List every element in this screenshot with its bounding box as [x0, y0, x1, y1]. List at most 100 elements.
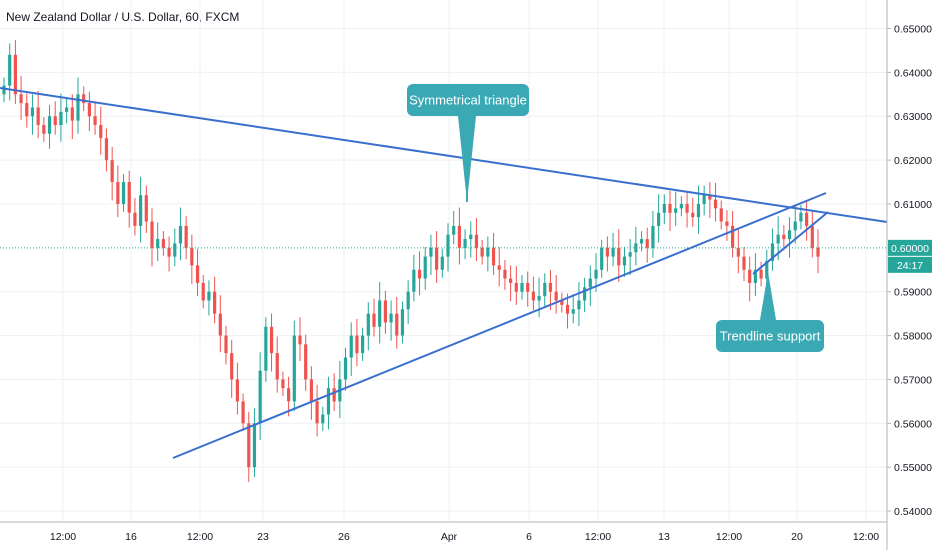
- candle-body: [713, 199, 718, 209]
- candle-body: [2, 85, 6, 95]
- symmetrical-triangle-callout: Symmetrical triangle: [407, 84, 529, 202]
- candle-body: [645, 239, 649, 248]
- candle-body: [782, 234, 786, 240]
- candle-body: [583, 287, 587, 301]
- candle-body: [480, 247, 484, 257]
- x-tick-label: 12:00: [716, 531, 742, 543]
- candle-body: [121, 182, 126, 204]
- x-tick-label: 16: [125, 531, 137, 543]
- candle-body: [195, 265, 200, 283]
- candle-body: [13, 54, 17, 95]
- candle-body: [440, 256, 444, 270]
- candle-body: [173, 243, 177, 257]
- candle-body: [600, 247, 604, 270]
- candle-body: [674, 208, 678, 213]
- candle-body: [178, 225, 183, 244]
- candle-body: [372, 313, 376, 327]
- candle-body: [588, 278, 592, 288]
- x-tick-label: Apr: [441, 531, 458, 543]
- candle-body: [469, 234, 473, 240]
- candle-body: [19, 94, 23, 104]
- candle-body: [457, 225, 461, 248]
- candle-body: [361, 335, 365, 354]
- candle-body: [144, 195, 148, 222]
- candle-body: [571, 309, 575, 314]
- candle-body: [639, 239, 644, 244]
- symmetrical-triangle-callout-text: Symmetrical triangle: [409, 93, 527, 108]
- candle-body: [622, 256, 627, 266]
- candle-body: [662, 203, 666, 213]
- candle-body: [503, 269, 507, 279]
- y-tick-label: 0.59000: [894, 287, 932, 299]
- trendline-support-callout: Trendline support: [716, 272, 824, 352]
- candle-body: [70, 107, 74, 121]
- candle-body: [76, 94, 80, 121]
- callout-layer: Symmetrical triangle Trendline support: [407, 84, 824, 352]
- candle-body: [463, 239, 467, 248]
- candle-body: [417, 269, 422, 279]
- x-tick-label: 20: [791, 531, 803, 543]
- candle-body: [281, 379, 285, 389]
- candle-body: [509, 278, 513, 283]
- candle-body: [799, 212, 803, 222]
- candle-body: [406, 291, 410, 310]
- upper-trendline: [0, 87, 888, 223]
- candle-body: [167, 247, 171, 257]
- candle-body: [531, 291, 535, 301]
- candle-body: [275, 353, 279, 380]
- candle-body: [810, 225, 814, 248]
- candle-body: [343, 357, 348, 380]
- candle-body: [628, 252, 632, 257]
- candle-body: [742, 256, 746, 270]
- candle-body: [65, 107, 69, 112]
- candle-body: [486, 247, 490, 257]
- candle-body: [53, 116, 57, 126]
- candle-body: [110, 160, 114, 183]
- candle-body: [269, 326, 274, 354]
- candle-body: [230, 353, 234, 380]
- candle-body: [315, 401, 319, 424]
- candle-body: [560, 300, 564, 305]
- candle-body: [765, 261, 769, 279]
- y-tick-label: 0.63000: [894, 111, 932, 123]
- candle-body: [247, 423, 251, 468]
- x-tick-label: 12:00: [187, 531, 213, 543]
- candle-body: [207, 291, 211, 301]
- candle-body: [395, 313, 399, 336]
- candle-body: [116, 182, 120, 204]
- candle-body: [304, 344, 308, 380]
- candle-body: [520, 282, 524, 292]
- candle-body: [651, 225, 655, 248]
- candle-body: [679, 203, 683, 209]
- candle-body: [36, 107, 40, 126]
- candle-body: [161, 239, 165, 248]
- candle-body: [412, 269, 416, 292]
- candle-body: [497, 265, 501, 270]
- candle-body: [793, 221, 797, 231]
- candle-body: [309, 379, 313, 402]
- candle-body: [332, 388, 336, 402]
- candle-body: [657, 212, 661, 226]
- candle-body: [213, 291, 217, 314]
- candle-body: [235, 379, 239, 402]
- short-support-trendline: [752, 211, 829, 275]
- candle-body: [8, 54, 12, 86]
- trendline-support-callout-tail: [760, 272, 776, 320]
- candle-body: [99, 125, 103, 139]
- candle-body: [201, 282, 205, 301]
- x-tick-label: 12:00: [50, 531, 76, 543]
- candle-body: [719, 208, 723, 222]
- candle-body: [287, 388, 291, 402]
- y-tick-label: 0.54000: [894, 506, 932, 518]
- candle-body: [42, 125, 46, 134]
- candle-body: [554, 291, 558, 301]
- candle-body: [349, 335, 353, 358]
- candle-body: [446, 234, 450, 257]
- y-tick-label: 0.61000: [894, 199, 932, 211]
- candle-body: [429, 247, 433, 257]
- candle-body: [82, 94, 86, 104]
- candle-body: [25, 103, 29, 117]
- candle-body: [605, 247, 609, 257]
- candle-body: [423, 256, 427, 279]
